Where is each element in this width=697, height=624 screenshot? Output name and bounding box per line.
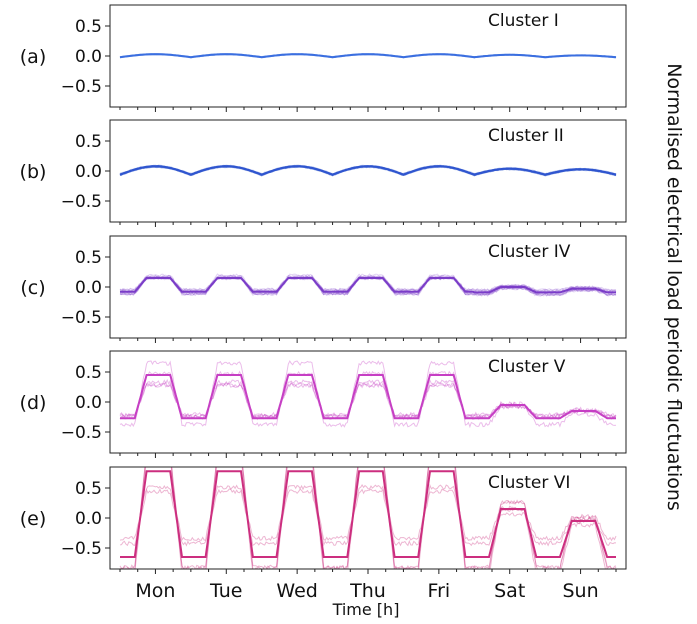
x-tick-label: Wed bbox=[276, 580, 317, 602]
cluster-title: Cluster II bbox=[488, 126, 564, 146]
series-group bbox=[119, 52, 617, 59]
y-tick-label: 0.0 bbox=[75, 278, 102, 298]
x-axis-title: Time [h] bbox=[332, 600, 400, 619]
x-tick-label: Mon bbox=[135, 580, 175, 602]
series-line bbox=[119, 359, 617, 429]
panel-label: (c) bbox=[20, 277, 45, 299]
series-line bbox=[119, 467, 617, 569]
panel-label: (d) bbox=[20, 392, 47, 414]
series-group bbox=[119, 359, 617, 429]
mean-line bbox=[120, 470, 616, 558]
y-tick-label: 0.5 bbox=[75, 479, 102, 499]
panels-group: 0.5 0.0 −0.5 (a) Cluster I 0.5 0.0 −0.5 (b) Clust… bbox=[20, 4, 627, 574]
cluster-title: Cluster IV bbox=[488, 242, 571, 262]
x-tick-label: Sun bbox=[562, 580, 598, 602]
cluster-title: Cluster VI bbox=[488, 473, 570, 493]
series-group bbox=[119, 273, 617, 297]
y-tick-label: 0.0 bbox=[75, 393, 102, 413]
mean-line bbox=[120, 277, 616, 294]
series-group bbox=[119, 164, 617, 177]
x-tick-label: Thu bbox=[349, 580, 386, 602]
series-line bbox=[119, 467, 617, 569]
panel-5: 0.5 0.0 −0.5 (e) Cluster VI bbox=[20, 466, 627, 574]
panel-label: (a) bbox=[20, 46, 46, 68]
y-tick-label: −0.5 bbox=[61, 192, 102, 212]
series-line bbox=[119, 488, 617, 547]
x-tick-label: Sat bbox=[494, 580, 525, 602]
cluster-title: Cluster I bbox=[488, 11, 559, 31]
y-tick-label: −0.5 bbox=[61, 423, 102, 443]
y-tick-label: 0.5 bbox=[75, 132, 102, 152]
series-line bbox=[119, 370, 617, 421]
y-axis-title: Normalised electrical load periodic fluc… bbox=[663, 63, 685, 511]
cluster-title: Cluster V bbox=[488, 357, 566, 377]
panel-3: 0.5 0.0 −0.5 (c) Cluster IV bbox=[20, 235, 627, 343]
series-line bbox=[134, 467, 606, 569]
series-line bbox=[119, 483, 617, 542]
panel-label: (b) bbox=[20, 161, 47, 183]
panel-1: 0.5 0.0 −0.5 (a) Cluster I bbox=[20, 4, 627, 112]
x-tick-labels: Mon Tue Wed Thu Fri Sat Sun bbox=[135, 580, 598, 602]
series-line bbox=[119, 276, 617, 297]
panel-4: 0.5 0.0 −0.5 (d) Cluster V bbox=[20, 350, 627, 458]
mean-line bbox=[119, 165, 617, 176]
mean-line bbox=[120, 374, 616, 420]
x-tick-label: Fri bbox=[428, 580, 451, 602]
y-tick-label: 0.5 bbox=[75, 363, 102, 383]
y-tick-label: −0.5 bbox=[61, 77, 102, 97]
mean-line bbox=[119, 53, 617, 59]
y-tick-label: −0.5 bbox=[61, 539, 102, 559]
y-tick-label: 0.0 bbox=[75, 509, 102, 529]
y-tick-label: 0.0 bbox=[75, 162, 102, 182]
y-tick-label: 0.0 bbox=[75, 47, 102, 67]
panel-2: 0.5 0.0 −0.5 (b) Cluster II bbox=[20, 119, 627, 227]
series-line bbox=[119, 381, 617, 421]
series-line bbox=[119, 274, 617, 293]
y-tick-label: 0.5 bbox=[75, 248, 102, 268]
x-tick-label: Tue bbox=[209, 580, 242, 602]
panel-label: (e) bbox=[20, 508, 47, 530]
series-group bbox=[119, 467, 617, 569]
series-line bbox=[119, 274, 617, 297]
y-tick-label: −0.5 bbox=[61, 308, 102, 328]
series-line bbox=[119, 275, 617, 296]
y-tick-label: 0.5 bbox=[75, 17, 102, 37]
